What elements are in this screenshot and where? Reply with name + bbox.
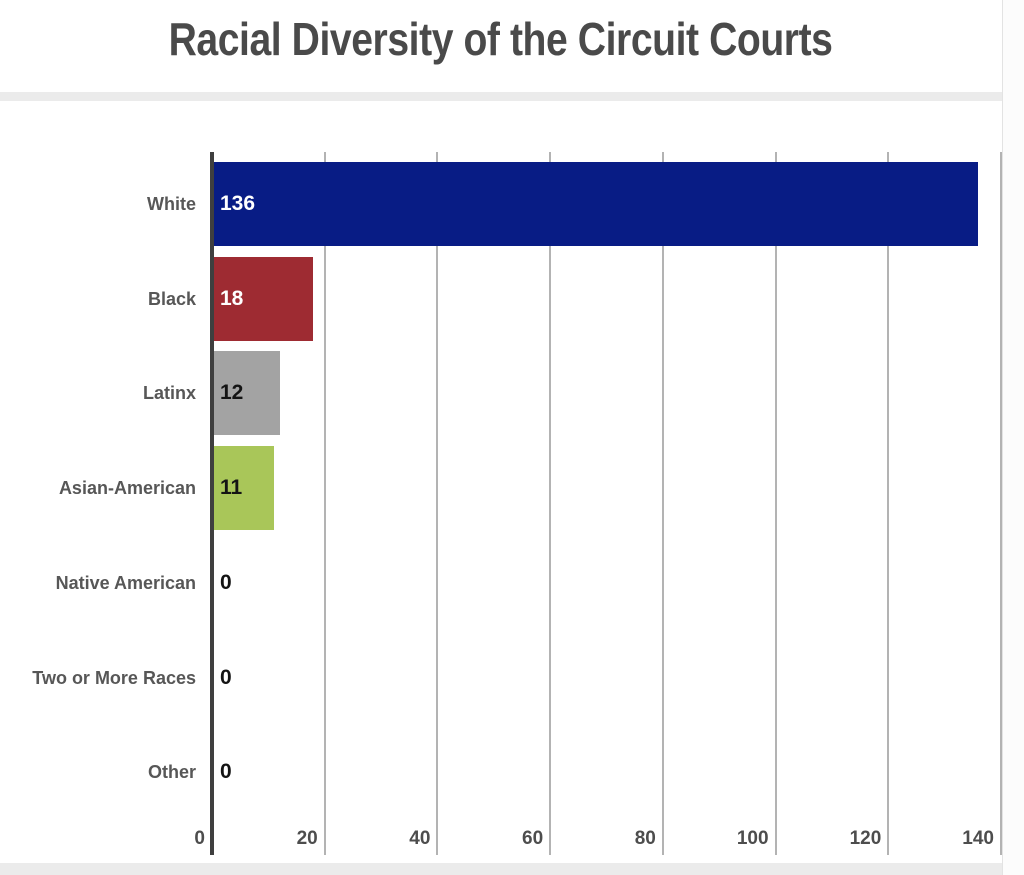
bar-latinx [213,351,280,436]
category-label: Black [147,288,196,309]
bar-value-label: 0 [220,665,232,689]
bottom-divider [0,863,1002,875]
x-tick-label: 20 [296,828,318,849]
bar-value-label: 12 [220,381,244,405]
x-tick-label: 100 [736,828,769,849]
x-tick-label: 40 [409,828,431,849]
x-tick-label: 0 [194,828,205,849]
y-axis-line [210,152,214,855]
bar-asian-american [213,446,274,531]
gridline-x-60 [549,152,552,855]
gridline-x-20 [323,152,326,855]
chart-title-wrap: Racial Diversity of the Circuit Courts [0,12,1002,66]
gridline-x-80 [661,152,664,855]
chart-title: Racial Diversity of the Circuit Courts [169,13,833,65]
bar-chart-plot-area: 0 20 40 60 80 100 120 140 White 136 Black 18 Latinx 1… [32,152,1002,855]
bar-value-label: 11 [220,476,243,500]
category-label: White [147,194,196,214]
bar-value-label: 18 [220,286,244,310]
bar-white [213,162,979,246]
category-label: Latinx [142,383,196,404]
x-tick-label: 140 [962,828,994,849]
category-label: Native American [55,572,196,593]
x-tick-label: 80 [634,828,656,849]
bar-value-label: 136 [220,192,256,215]
bar-black [213,256,314,341]
gridline-x-40 [436,152,439,855]
gridline-x-140 [1000,152,1002,855]
gridline-x-120 [887,152,890,855]
gridline-x-100 [774,152,777,855]
category-label: Two or More Races [32,667,196,688]
x-tick-label: 120 [849,828,882,849]
category-label: Other [147,762,196,783]
top-divider [0,92,1002,101]
bar-value-label: 0 [220,570,232,594]
right-gutter [1002,0,1024,875]
category-label: Asian-American [58,478,196,499]
bar-value-label: 0 [220,760,232,784]
x-tick-label: 60 [522,828,544,849]
